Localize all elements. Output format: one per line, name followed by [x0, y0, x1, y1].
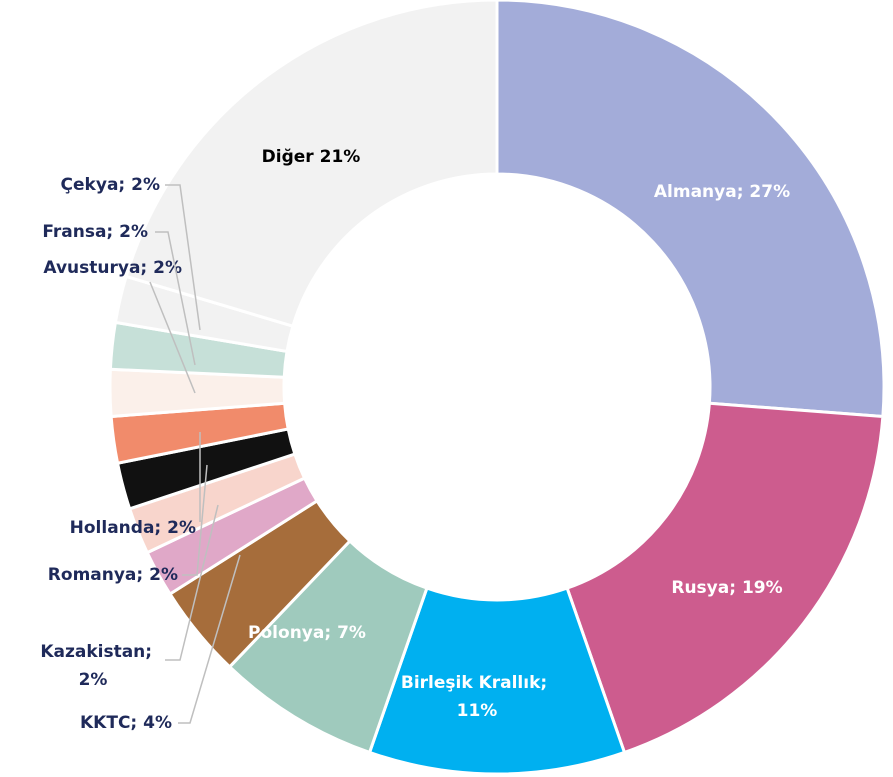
data-label: Diğer 21% [262, 147, 361, 167]
data-label: Avusturya; 2% [43, 258, 182, 278]
donut-slice [124, 0, 499, 329]
data-label: Fransa; 2% [42, 222, 148, 242]
leader-line [149, 281, 196, 394]
leader-line [182, 464, 208, 576]
donut-slice [495, 0, 886, 419]
label-line: 2% [79, 670, 108, 690]
data-label: Romanya; 2% [48, 565, 178, 585]
data-label: Polonya; 7% [248, 623, 366, 643]
data-label: Kazakistan; 2% [40, 642, 158, 690]
data-label: Birleşik Krallık; 11% [401, 673, 553, 721]
data-label: Çekya; 2% [61, 175, 160, 195]
leader-line [165, 504, 219, 661]
leader-line [155, 231, 196, 366]
data-label: Hollanda; 2% [70, 518, 196, 538]
leader-line [165, 184, 201, 331]
leader-line [178, 554, 241, 724]
data-label: Rusya; 19% [671, 578, 782, 598]
label-line: 11% [457, 701, 498, 721]
data-label: Almanya; 27% [654, 182, 790, 202]
data-label: KKTC; 4% [80, 713, 172, 733]
label-line: Birleşik Krallık; [401, 673, 553, 693]
donut-slice [565, 401, 885, 755]
label-line: Kazakistan; [40, 642, 158, 662]
